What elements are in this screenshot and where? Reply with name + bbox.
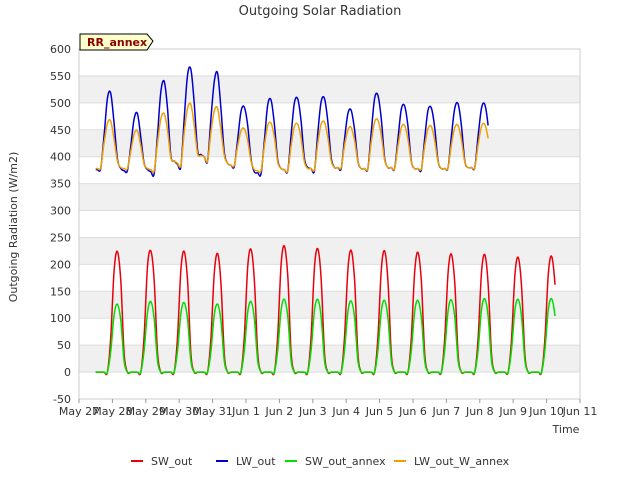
y-tick-label: 200	[50, 258, 71, 271]
y-tick-label: 350	[50, 178, 71, 191]
annotation-box	[79, 33, 154, 51]
x-tick-label: Jun 6	[398, 405, 427, 418]
y-tick-label: 500	[50, 97, 71, 110]
x-tick-label: Jun 5	[365, 405, 394, 418]
x-tick-label: Jun 1	[231, 405, 260, 418]
legend: SW_out LW_out SW_out_annex LW_out_W_annex	[131, 455, 510, 468]
legend-label: SW_out	[151, 455, 193, 468]
y-tick-label: 400	[50, 151, 71, 164]
plot-band	[79, 183, 580, 211]
x-tick-label: May 28	[92, 405, 132, 418]
x-tick-label: May 30	[159, 405, 199, 418]
x-tick-label: Jun 7	[432, 405, 461, 418]
plot-band	[79, 345, 580, 373]
x-tick-label: Jun 10	[528, 405, 564, 418]
annotation-badge: RR_annex	[79, 33, 154, 51]
y-tick-label: 450	[50, 124, 71, 137]
x-tick-label: May 29	[126, 405, 166, 418]
y-tick-label: 100	[50, 312, 71, 325]
y-tick-label: 0	[64, 366, 71, 379]
x-tick-label: Jun 11	[562, 405, 598, 418]
x-tick-label: May 31	[192, 405, 232, 418]
series-layer	[95, 66, 556, 376]
y-tick-label: 50	[57, 339, 71, 352]
plot-band	[79, 237, 580, 265]
series-line-lw-out-w-annex	[95, 102, 489, 174]
x-tick-label: May 27	[59, 405, 99, 418]
x-tick-label: Jun 2	[265, 405, 294, 418]
legend-label: SW_out_annex	[305, 455, 386, 468]
chart-title: Outgoing Solar Radiation	[239, 4, 402, 19]
y-tick-label: 550	[50, 70, 71, 83]
series-line-sw-out-annex	[95, 297, 556, 375]
y-tick-label: 600	[50, 43, 71, 56]
x-tick-label: Jun 4	[331, 405, 360, 418]
y-axis-ticks: -50 0 50 100 150 200 250 300 350 400 450 500 550 600	[50, 43, 71, 406]
x-tick-label: Jun 3	[298, 405, 327, 418]
plot-band	[79, 75, 580, 103]
x-tick-label: Jun 9	[498, 405, 527, 418]
y-tick-label: 300	[50, 205, 71, 218]
y-tick-label: -50	[53, 393, 71, 406]
plot-area	[78, 48, 581, 400]
y-axis-label: Outgoing Radiation (W/m2)	[7, 152, 20, 303]
legend-label: LW_out	[236, 455, 276, 468]
legend-label: LW_out_W_annex	[414, 455, 510, 468]
plot-band	[79, 291, 580, 319]
x-tick-label: Jun 8	[465, 405, 494, 418]
series-group	[95, 66, 556, 376]
y-tick-label: 250	[50, 231, 71, 244]
x-axis-label: Time	[552, 423, 580, 436]
annotation-text: RR_annex	[87, 36, 147, 49]
y-tick-label: 150	[50, 285, 71, 298]
